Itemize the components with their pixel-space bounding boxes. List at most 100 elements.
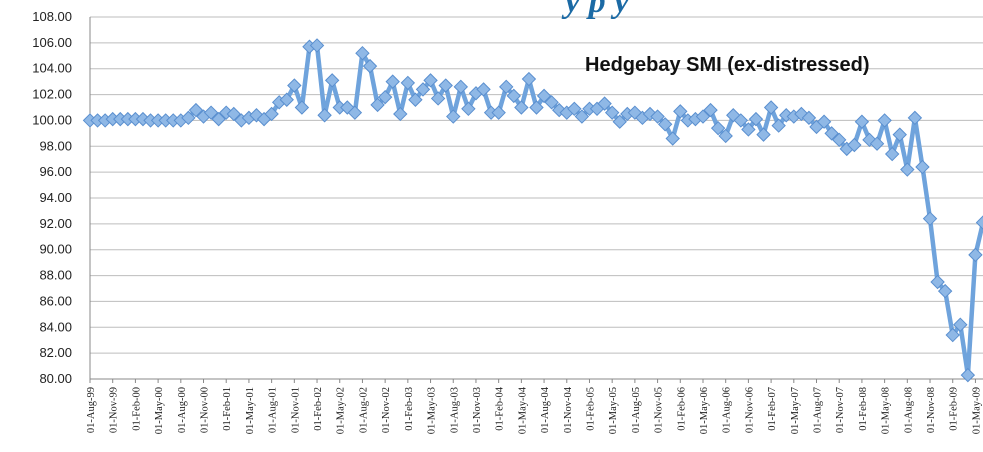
x-tick-label: 01-Feb-08 [858,387,869,431]
data-point [915,159,930,175]
data-point [544,95,559,110]
data-point [287,78,302,93]
x-tick-label: 01-Nov-01 [290,387,301,433]
x-tick-label: 01-Feb-06 [676,387,687,431]
series-markers [82,38,983,383]
y-tick-label: 104.00 [32,61,72,76]
data-point [741,122,756,137]
data-point [355,45,370,61]
data-point [733,113,749,128]
data-point [726,108,741,123]
data-point [249,108,264,123]
x-tick-label: 01-Feb-09 [949,387,960,431]
y-tick-label: 106.00 [32,35,72,50]
x-tick-label: 01-Aug-03 [449,387,460,433]
data-point [226,106,241,122]
data-point [430,91,446,106]
data-point [324,73,340,88]
data-point [960,367,976,383]
data-point [294,100,310,115]
data-point [181,110,196,126]
x-tick-label: 01-Feb-03 [404,387,415,431]
x-tick-label: 01-May-09 [971,387,982,434]
x-tick-label: 01-Nov-05 [654,387,665,433]
data-point [362,58,378,74]
chart-title: Hedgebay SMI (ex-distressed) [585,54,870,76]
header-fragment: y p y [561,0,630,20]
y-tick-label: 90.00 [39,242,72,257]
data-point [453,79,469,95]
x-tick-label: 01-Feb-07 [767,387,778,431]
x-tick-label: 01-Feb-04 [495,386,506,430]
data-point [264,106,279,122]
data-point [521,71,537,87]
x-tick-label: 01-Aug-04 [540,386,551,433]
x-tick-label: 01-Feb-02 [313,387,324,431]
x-tick-label: 01-Feb-05 [585,387,596,431]
x-tick-label: 01-May-05 [608,387,619,434]
y-tick-label: 96.00 [39,164,72,179]
data-point [529,100,544,115]
x-tick-label: 01-May-04 [517,386,528,434]
data-point [279,92,294,107]
data-point [816,114,832,129]
data-point [415,82,431,97]
data-point [536,88,552,104]
data-point [377,89,393,105]
x-tick-label: 01-Nov-99 [109,387,120,433]
data-point [748,111,764,127]
data-point [567,101,582,117]
y-tick-label: 80.00 [39,371,72,386]
data-point [461,101,476,117]
data-point [309,38,325,53]
x-tick-label: 01-Nov-00 [200,387,211,433]
data-point [877,113,892,128]
y-tick-labels: 80.00 82.00 84.00 86.00 88.00 90.00 92.00 94.00… [32,9,72,386]
data-point [385,74,400,89]
x-tick-label: 01-Aug-05 [631,387,642,433]
y-tick-label: 88.00 [39,268,72,283]
data-point [491,105,506,120]
x-tick-label: 01-Feb-00 [131,387,142,431]
y-tick-label: 100.00 [32,112,72,127]
data-point [499,79,514,95]
data-point [869,136,885,151]
x-tick-label: 01-May-00 [154,387,165,434]
data-point [968,247,983,263]
data-point [801,110,817,126]
x-tick-label: 01-May-03 [427,387,438,434]
data-point [703,102,718,118]
data-point [695,109,711,124]
data-point [832,132,847,148]
data-point [347,105,363,120]
data-point [854,114,870,129]
data-point [847,137,862,153]
y-tick-label: 94.00 [39,190,72,205]
data-point [423,73,438,88]
data-point [771,118,786,133]
y-tick-label: 108.00 [32,9,72,24]
data-point [211,111,226,127]
x-tick-labels: 01-Aug-99 01-Nov-99 01-Feb-00 01-May-00 01-A… [86,386,982,434]
data-point [892,127,907,142]
data-point [393,106,408,122]
data-point [476,82,491,97]
data-point [203,105,219,120]
data-point [446,109,461,124]
data-point [604,105,620,120]
y-tick-label: 98.00 [39,138,72,153]
data-point [824,126,839,141]
x-tick-label: 01-Aug-07 [813,387,824,433]
axes [89,17,983,383]
data-point [650,109,665,124]
data-point [506,88,522,104]
data-point [718,128,733,144]
x-tick-label: 01-Feb-01 [222,387,233,431]
data-point [188,102,204,118]
data-point [317,108,332,123]
data-point [930,274,945,290]
x-tick-label: 01-Aug-02 [358,387,369,433]
x-tick-label: 01-May-02 [336,387,347,434]
data-point [408,92,423,107]
